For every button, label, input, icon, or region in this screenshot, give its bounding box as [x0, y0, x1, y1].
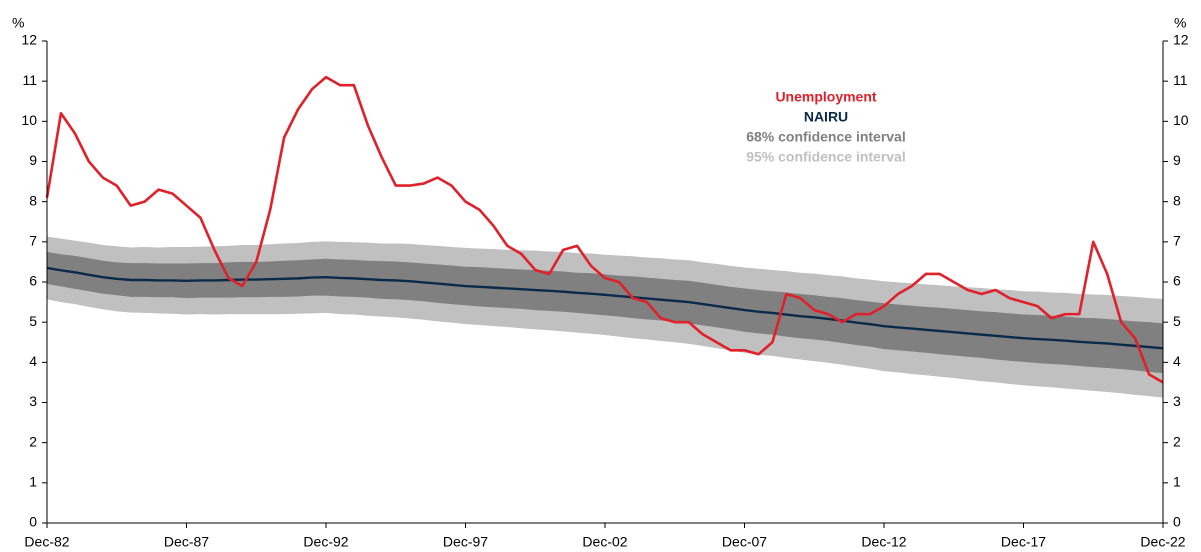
y-tick-label-right: 12: [1173, 32, 1189, 48]
y-tick-label-right: 6: [1173, 273, 1181, 289]
x-tick-label: Dec-22: [1140, 534, 1185, 550]
x-tick-label: Dec-82: [24, 534, 69, 550]
y-tick-label-right: 0: [1173, 514, 1181, 530]
y-tick-label-left: 5: [29, 313, 37, 329]
legend-entry: 95% confidence interval: [746, 149, 906, 165]
y-tick-label-right: 8: [1173, 192, 1181, 208]
y-tick-label-right: 1: [1173, 474, 1181, 490]
y-tick-label-right: 11: [1173, 72, 1188, 88]
y-tick-label-left: 2: [29, 433, 37, 449]
x-tick-label: Dec-97: [443, 534, 488, 550]
y-tick-label-left: 0: [29, 514, 37, 530]
y-tick-label-right: 3: [1173, 393, 1181, 409]
y-tick-label-left: 10: [21, 112, 37, 128]
x-tick-label: Dec-17: [1001, 534, 1046, 550]
x-tick-label: Dec-07: [722, 534, 767, 550]
x-tick-label: Dec-87: [164, 534, 209, 550]
y-tick-label-left: 1: [29, 474, 37, 490]
y-tick-label-left: 6: [29, 273, 37, 289]
y-tick-label-left: 11: [22, 72, 37, 88]
confidence-band: [47, 251, 1163, 374]
y-unit-left: %: [12, 15, 24, 31]
y-tick-label-left: 3: [29, 393, 37, 409]
y-tick-label-right: 5: [1173, 313, 1181, 329]
y-tick-label-left: 8: [29, 192, 37, 208]
x-tick-label: Dec-12: [861, 534, 906, 550]
y-tick-label-right: 10: [1173, 112, 1189, 128]
legend-entry: 68% confidence interval: [746, 129, 906, 145]
y-tick-label-right: 7: [1173, 233, 1181, 249]
y-tick-label-left: 12: [21, 32, 37, 48]
y-tick-label-right: 4: [1173, 353, 1181, 369]
y-tick-label-left: 4: [29, 353, 37, 369]
y-tick-label-right: 2: [1173, 433, 1181, 449]
legend-entry: NAIRU: [804, 109, 848, 125]
x-tick-label: Dec-02: [582, 534, 627, 550]
y-unit-right: %: [1174, 15, 1186, 31]
y-tick-label-left: 9: [29, 152, 37, 168]
y-tick-label-left: 7: [29, 233, 37, 249]
y-tick-label-right: 9: [1173, 152, 1181, 168]
legend-entry: Unemployment: [775, 89, 876, 105]
x-tick-label: Dec-92: [303, 534, 348, 550]
series-line: [45, 75, 1164, 384]
